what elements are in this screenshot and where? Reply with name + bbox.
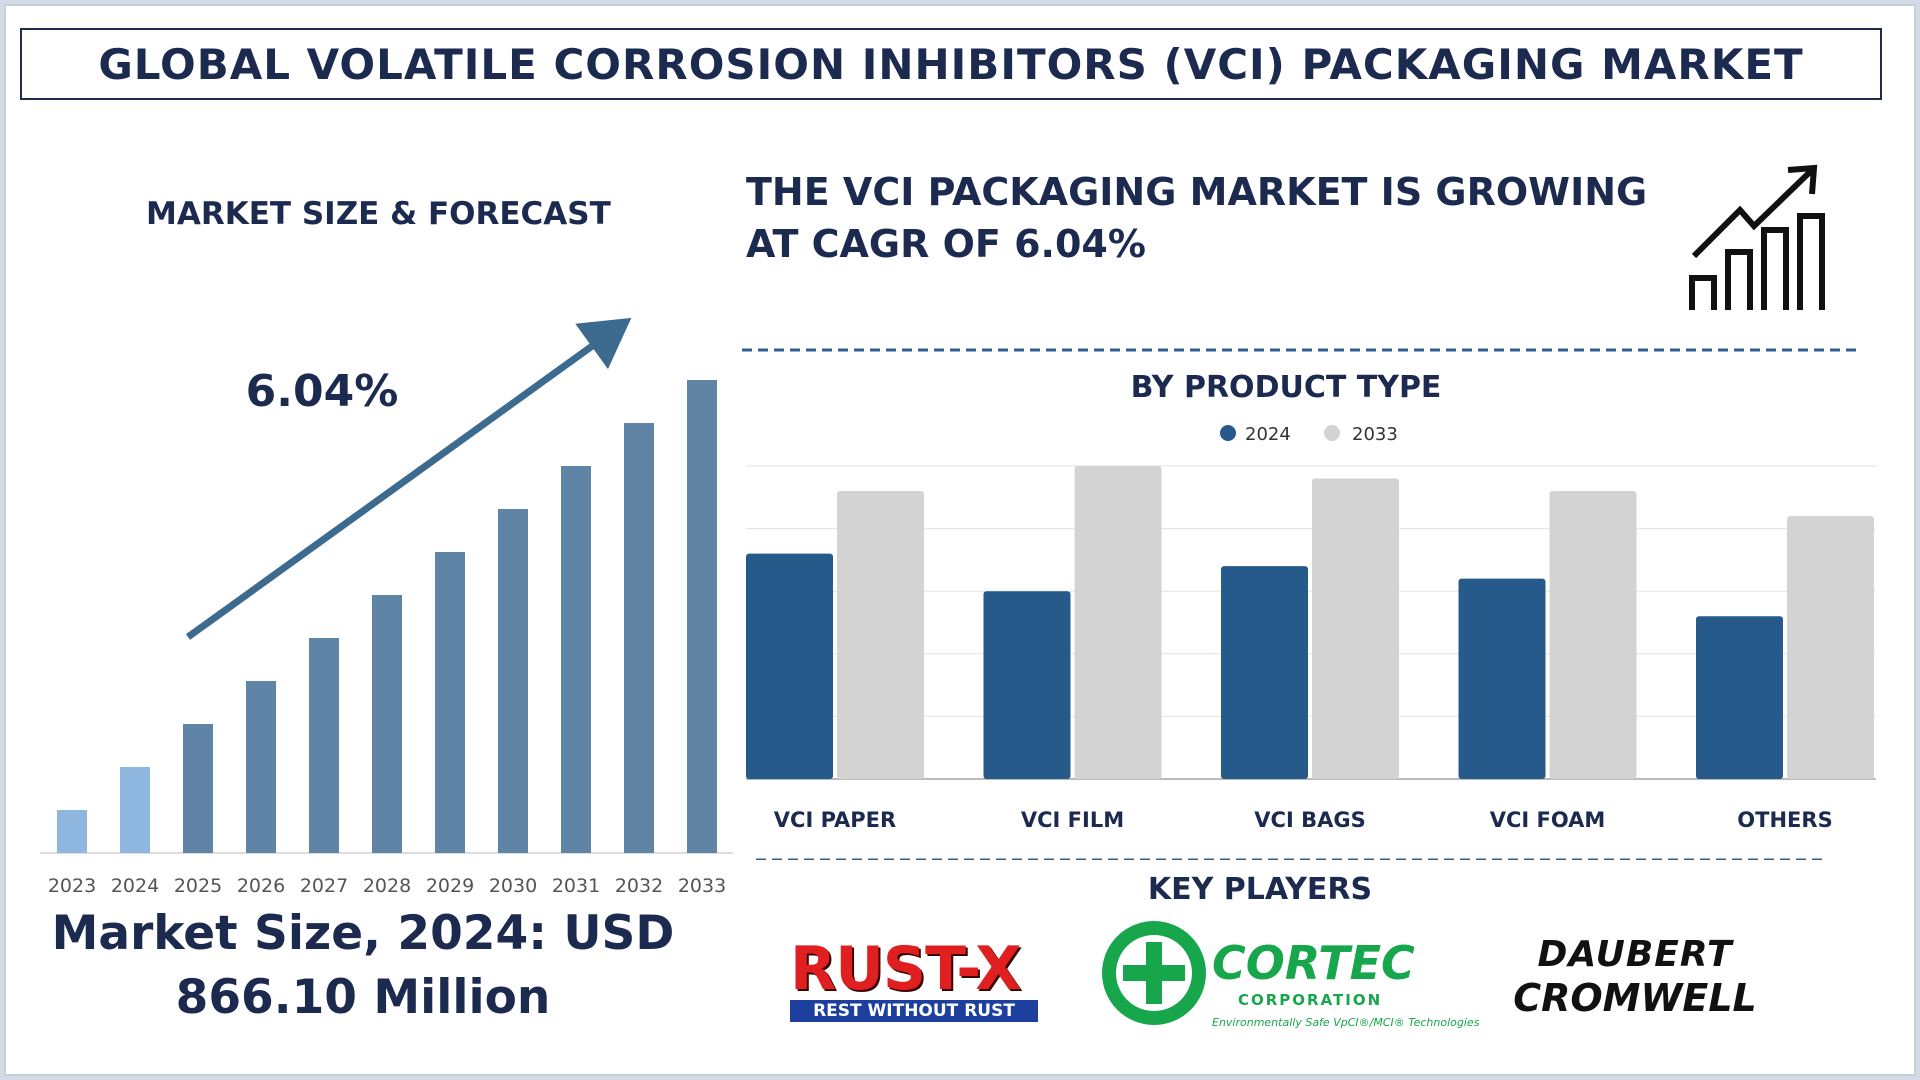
daubert-cromwell-logo: DAUBERT CROMWELL	[1500, 934, 1770, 1034]
forecast-tick-2033: 2033	[678, 875, 726, 897]
forecast-tick-2032: 2032	[615, 875, 663, 897]
forecast-bar-2023	[57, 810, 87, 853]
bar-vci-film-2033	[1074, 466, 1162, 779]
bar-vci-foam-2024	[1458, 578, 1546, 779]
chart-legend: 2024 2033	[1220, 424, 1398, 445]
cagr-headline-line-2: AT CAGR OF 6.04%	[746, 222, 1146, 266]
category-label-vci-film: VCI FILM	[1021, 808, 1124, 832]
market-size-line-1: Market Size, 2024: USD	[51, 906, 675, 961]
forecast-bar-2030	[498, 509, 528, 853]
forecast-bar-2026	[246, 681, 276, 853]
forecast-tick-2025: 2025	[174, 875, 222, 897]
cortec-logo: CORTEC CORPORATION Environmentally Safe …	[1100, 916, 1480, 1036]
market-size-text: Market Size, 2024: USD 866.10 Million	[0, 902, 726, 1030]
forecast-tick-2026: 2026	[237, 875, 285, 897]
bar-vci-paper-2033	[837, 491, 924, 779]
legend-swatch-2024	[1220, 425, 1236, 441]
category-label-vci-foam: VCI FOAM	[1490, 808, 1606, 832]
forecast-bar-2024	[120, 767, 150, 853]
cortec-subtitle: CORPORATION	[1238, 991, 1383, 1009]
forecast-tick-2028: 2028	[363, 875, 411, 897]
category-label-vci-paper: VCI PAPER	[774, 808, 896, 832]
cortec-emblem-icon	[1102, 921, 1206, 1025]
daubert-wordmark: DAUBERT	[1537, 934, 1733, 975]
forecast-tick-2031: 2031	[552, 875, 600, 897]
market-size-line-2: 866.10 Million	[175, 970, 551, 1025]
category-label-others: OTHERS	[1737, 808, 1832, 832]
legend-label-2033: 2033	[1352, 424, 1398, 445]
forecast-bar-2029	[435, 552, 465, 853]
bar-others-2033	[1787, 516, 1874, 779]
growth-trend-arrow	[185, 317, 632, 640]
forecast-bar-2025	[183, 724, 213, 853]
cromwell-wordmark: CROMWELL	[1513, 976, 1757, 1020]
market-forecast-chart: 2023 2024 2025 2026 2027 2028 2029 2030 2031 2032…	[40, 317, 733, 897]
forecast-tick-2024: 2024	[111, 875, 159, 897]
cagr-headline: THE VCI PACKAGING MARKET IS GROWING AT C…	[746, 166, 1647, 270]
cagr-annotation: 6.04%	[246, 366, 399, 417]
legend-swatch-2033	[1324, 425, 1340, 441]
cagr-headline-line-1: THE VCI PACKAGING MARKET IS GROWING	[746, 170, 1648, 214]
growth-chart-icon	[1689, 164, 1825, 310]
forecast-tick-2027: 2027	[300, 875, 348, 897]
rustx-tagline: REST WITHOUT RUST	[790, 1000, 1038, 1022]
bar-vci-bags-2024	[1221, 566, 1308, 779]
rustx-logo: RUST-X REST WITHOUT RUST	[790, 938, 1042, 1022]
page-title: GLOBAL VOLATILE CORROSION INHIBITORS (VC…	[98, 39, 1804, 89]
forecast-tick-2030: 2030	[489, 875, 537, 897]
bar-others-2024	[1696, 616, 1783, 779]
bar-vci-bags-2033	[1312, 478, 1399, 779]
bar-vci-foam-2033	[1549, 491, 1637, 779]
bar-vci-film-2024	[983, 591, 1071, 779]
forecast-bar-2032	[624, 423, 654, 853]
forecast-tick-2023: 2023	[48, 875, 96, 897]
legend-label-2024: 2024	[1245, 424, 1291, 445]
forecast-bar-2031	[561, 466, 591, 853]
key-players-heading: KEY PLAYERS	[1147, 872, 1373, 907]
title-banner: GLOBAL VOLATILE CORROSION INHIBITORS (VC…	[20, 28, 1882, 100]
bar-vci-paper-2024	[746, 553, 833, 779]
forecast-bar-2033	[687, 380, 717, 853]
category-label-vci-bags: VCI BAGS	[1254, 808, 1365, 832]
product-type-heading: BY PRODUCT TYPE	[1131, 370, 1442, 405]
forecast-bar-2028	[372, 595, 402, 853]
market-size-heading: MARKET SIZE & FORECAST	[146, 196, 611, 232]
cortec-wordmark: CORTEC	[1212, 936, 1415, 990]
product-type-chart: BY PRODUCT TYPE 2024 2033 VCI PAPER VCI F…	[742, 348, 1876, 860]
cortec-tagline: Environmentally Safe VpCI®/MCI® Technolo…	[1212, 1016, 1480, 1029]
forecast-bar-2027	[309, 638, 339, 853]
rustx-wordmark: RUST-X	[790, 934, 1022, 1004]
forecast-tick-2029: 2029	[426, 875, 474, 897]
